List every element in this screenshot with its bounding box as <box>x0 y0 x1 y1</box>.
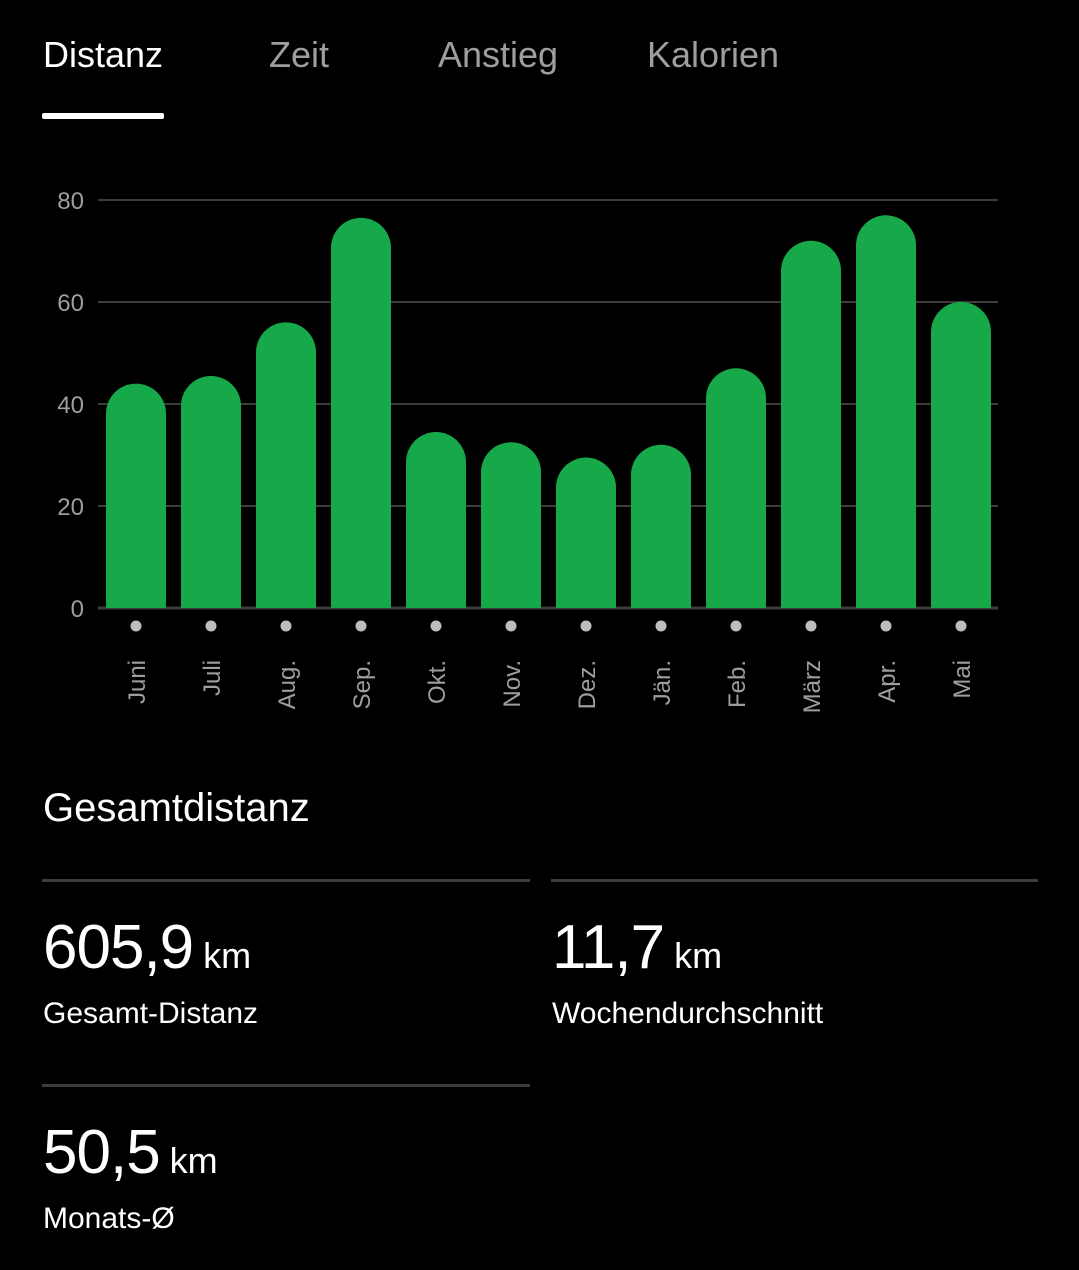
x-tick-dot <box>130 620 142 632</box>
y-tick-label: 40 <box>57 392 84 419</box>
x-tick-dot <box>655 620 667 632</box>
stat-divider <box>551 879 1038 882</box>
x-tick-label: Dez. <box>574 660 601 709</box>
stat-label: Monats-Ø <box>43 1202 175 1235</box>
bar <box>706 368 766 608</box>
stat-value: 605,9 <box>43 913 194 982</box>
stat-divider <box>42 1084 530 1087</box>
tab-anstieg[interactable]: Anstieg <box>438 34 559 75</box>
x-tick-dot <box>280 620 292 632</box>
stat-label: Wochendurchschnitt <box>552 997 824 1030</box>
bar <box>331 217 391 608</box>
tab-kalorien[interactable]: Kalorien <box>647 34 780 75</box>
x-tick-dot <box>880 620 892 632</box>
stat-unit: km <box>169 1140 218 1181</box>
stat-unit: km <box>203 935 252 976</box>
x-tick-label: Sep. <box>349 660 376 709</box>
stat-value: 50,5 <box>43 1118 161 1187</box>
x-tick-dot <box>955 620 967 632</box>
x-tick-dot <box>805 620 817 632</box>
x-tick-label: Aug. <box>274 660 301 709</box>
y-tick-label: 60 <box>57 290 84 317</box>
x-tick-dot <box>430 620 442 632</box>
bar <box>106 383 167 608</box>
x-tick-label: Nov. <box>499 660 526 708</box>
y-tick-label: 0 <box>71 596 84 623</box>
stat-label: Gesamt-Distanz <box>43 997 259 1030</box>
stat-value: 11,7 <box>552 913 665 982</box>
stat-divider <box>42 879 530 882</box>
tab-zeit[interactable]: Zeit <box>269 34 330 75</box>
active-tab-indicator <box>42 113 164 119</box>
bar <box>406 432 466 608</box>
bar <box>856 215 916 609</box>
stat-total-distance: 605,9 km Gesamt-Distanz <box>43 912 258 1031</box>
bar <box>181 375 242 608</box>
y-tick-label: 20 <box>57 494 84 521</box>
x-tick-label: Jän. <box>649 660 676 705</box>
x-tick-label: Apr. <box>874 660 901 703</box>
distance-bar-chart: 0 20 40 60 80 Juni Juli Aug. Sep. Okt. Nov. Dez. Jän… <box>57 188 998 713</box>
stat-monthly-average: 50,5 km Monats-Ø <box>43 1117 218 1236</box>
x-tick-dot <box>355 620 367 632</box>
x-tick-label: März <box>799 660 826 713</box>
bar <box>481 442 541 608</box>
stat-weekly-average: 11,7 km Wochendurchschnitt <box>552 912 823 1031</box>
bar <box>931 302 991 608</box>
bar <box>256 322 316 608</box>
x-tick-label: Feb. <box>724 660 751 708</box>
x-tick-label: Mai <box>949 660 976 699</box>
x-tick-dot <box>730 620 742 632</box>
x-tick-label: Juni <box>124 660 151 704</box>
stat-unit: km <box>674 935 723 976</box>
tab-distanz[interactable]: Distanz <box>43 34 164 75</box>
x-tick-dot <box>505 620 517 632</box>
bar <box>556 457 616 608</box>
y-tick-label: 80 <box>57 188 84 215</box>
x-tick-dot <box>580 620 592 632</box>
x-tick-label: Juli <box>199 660 226 696</box>
bar <box>631 444 691 608</box>
bar <box>781 240 841 608</box>
section-title: Gesamtdistanz <box>43 786 310 830</box>
x-tick-dot <box>205 620 217 632</box>
x-tick-label: Okt. <box>424 660 451 704</box>
tab-bar: Distanz Zeit Anstieg Kalorien <box>0 0 1079 125</box>
